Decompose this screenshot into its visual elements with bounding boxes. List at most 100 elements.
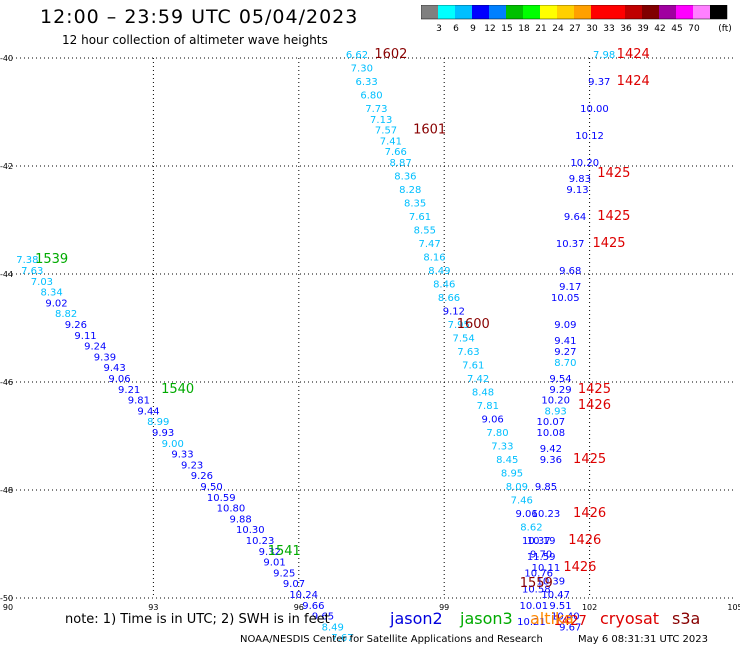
color-swatch xyxy=(642,5,659,19)
data-point: 9.06 xyxy=(482,415,504,426)
color-scale-label: 18 xyxy=(518,24,530,34)
data-point: 9.36 xyxy=(540,455,562,466)
data-point: 9.93 xyxy=(152,428,174,439)
data-point: 8.49 xyxy=(428,266,450,277)
data-point: 9.32 xyxy=(259,547,281,558)
data-point: 7.61 xyxy=(462,361,484,372)
data-point: 8.46 xyxy=(433,280,455,291)
data-point: 7.47 xyxy=(419,239,441,250)
color-scale-label: 45 xyxy=(671,24,682,34)
data-point: 9.70 xyxy=(530,550,552,561)
data-point: 7.66 xyxy=(385,147,407,158)
data-point: 8.49 xyxy=(322,622,344,633)
data-point: 10.20 xyxy=(570,158,599,169)
data-point: 8.87 xyxy=(389,158,411,169)
data-point: 10.30 xyxy=(236,525,265,536)
data-point: 10.24 xyxy=(289,590,318,601)
data-point: 10.07 xyxy=(537,417,566,428)
page-subtitle: 12 hour collection of altimeter wave hei… xyxy=(62,33,328,47)
legend-jason2: jason2 xyxy=(390,609,443,628)
color-swatch xyxy=(438,5,455,19)
time-label: 1425 xyxy=(597,209,630,224)
data-point: 9.41 xyxy=(554,336,576,347)
data-point: 9.54 xyxy=(549,374,571,385)
time-label: 1559 xyxy=(520,576,553,591)
data-point: 7.63 xyxy=(457,347,479,358)
color-swatch xyxy=(455,5,472,19)
time-label: 1425 xyxy=(597,166,630,181)
color-scale-unit: (ft) xyxy=(718,24,732,34)
data-point: 8.82 xyxy=(55,309,77,320)
data-point: 9.39 xyxy=(94,352,116,363)
data-point: 10.11 xyxy=(532,563,561,574)
data-point: 10.05 xyxy=(551,293,580,304)
color-scale-label: 21 xyxy=(535,24,546,34)
data-point: 10.23 xyxy=(246,536,275,547)
data-point: 9.68 xyxy=(559,266,581,277)
x-tick-label: 105 xyxy=(727,603,740,612)
data-point: 10.08 xyxy=(537,428,566,439)
data-point: 9.21 xyxy=(118,385,140,396)
color-scale-label: 12 xyxy=(484,24,495,34)
data-point: 9.13 xyxy=(566,185,588,196)
data-point: 9.66 xyxy=(302,601,324,612)
color-swatch xyxy=(676,5,693,19)
data-point: 7.13 xyxy=(370,115,392,126)
data-point: 9.42 xyxy=(540,444,562,455)
data-point: 9.88 xyxy=(230,514,252,525)
data-point: 9.67 xyxy=(559,622,581,633)
color-swatch xyxy=(625,5,642,19)
data-point: 7.81 xyxy=(477,401,499,412)
color-swatch xyxy=(608,5,625,19)
footer-note: note: 1) Time is in UTC; 2) SWH is in fe… xyxy=(65,612,330,627)
data-point: 9.65 xyxy=(312,612,334,623)
data-point: 9.06 xyxy=(515,509,537,520)
y-tick-label: -48 xyxy=(0,486,13,495)
time-label: 1426 xyxy=(568,533,601,548)
time-label: 1425 xyxy=(573,452,606,467)
legend-s3a: s3a xyxy=(672,609,701,628)
time-label: 1426 xyxy=(563,560,596,575)
color-scale-label: 42 xyxy=(654,24,665,34)
y-tick-label: -50 xyxy=(0,594,13,603)
data-point: 8.35 xyxy=(404,199,426,210)
data-point: 9.11 xyxy=(74,331,96,342)
y-tick-label: -46 xyxy=(0,378,13,387)
time-label: 1424 xyxy=(617,74,650,89)
data-point: 7.95 xyxy=(448,320,470,331)
time-label: 1425 xyxy=(578,382,611,397)
data-point: 9.12 xyxy=(443,307,465,318)
data-point: 7.67 xyxy=(331,633,353,644)
color-scale-label: 9 xyxy=(470,24,476,34)
data-point: 9.09 xyxy=(554,320,576,331)
color-scale-label: 36 xyxy=(620,24,632,34)
data-point: 6.62 xyxy=(346,50,368,61)
data-point: 9.01 xyxy=(263,558,285,569)
time-label: 1602 xyxy=(374,47,407,62)
color-swatch xyxy=(472,5,489,19)
x-tick-label: 96 xyxy=(294,603,304,612)
data-point: 9.44 xyxy=(137,406,159,417)
data-point: 10.47 xyxy=(541,590,570,601)
color-swatch xyxy=(421,5,438,19)
legend-jason3: jason3 xyxy=(460,609,513,628)
data-point: 9.07 xyxy=(283,579,305,590)
color-swatch xyxy=(489,5,506,19)
legend-cryosat: cryosat xyxy=(600,609,660,628)
color-scale-label: 15 xyxy=(501,24,512,34)
data-point: 7.38 xyxy=(16,255,38,266)
color-swatch xyxy=(506,5,523,19)
color-swatch xyxy=(523,5,540,19)
data-point: 7.46 xyxy=(511,496,533,507)
color-scale-label: 30 xyxy=(586,24,598,34)
data-point: 9.25 xyxy=(273,568,295,579)
data-point: 7.63 xyxy=(21,266,43,277)
color-swatch xyxy=(659,5,676,19)
data-point: 9.33 xyxy=(171,450,193,461)
data-point: 9.64 xyxy=(564,212,586,223)
color-scale-label: 6 xyxy=(453,24,459,34)
data-point: 8.45 xyxy=(496,455,518,466)
color-scale-label: 33 xyxy=(603,24,614,34)
data-point: 8.36 xyxy=(394,172,416,183)
